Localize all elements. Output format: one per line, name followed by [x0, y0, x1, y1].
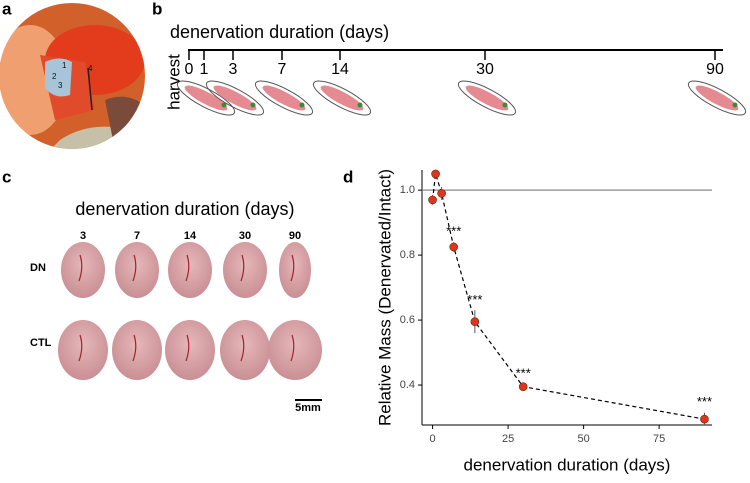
muscle-photo — [268, 320, 322, 380]
nerve-mark — [221, 102, 227, 108]
column-label: 90 — [289, 230, 301, 242]
muscle-photo — [279, 242, 311, 298]
nerve-mark — [502, 102, 508, 108]
row-label: DN — [30, 262, 46, 274]
x-tick-label: 0 — [430, 433, 436, 445]
vessel — [240, 254, 245, 282]
muscle — [465, 85, 509, 111]
data-point — [449, 242, 459, 252]
data-point — [437, 189, 446, 198]
vessel — [185, 254, 190, 282]
timeline-tick-label: 14 — [331, 61, 349, 78]
y-tick-label: 0.4 — [400, 379, 415, 391]
vessel — [185, 334, 190, 362]
structure-label: 4 — [88, 64, 93, 73]
muscle-photo — [223, 242, 267, 298]
data-point — [518, 382, 528, 391]
vessel — [132, 254, 137, 282]
muscle — [695, 85, 739, 111]
muscle-outline — [254, 80, 314, 116]
panel-letter: a — [2, 0, 12, 18]
muscle-icons — [176, 80, 747, 116]
muscle — [262, 85, 306, 111]
vessel — [290, 254, 295, 282]
muscle-outline — [205, 80, 265, 116]
timeline-axis-label: harvest — [164, 54, 183, 110]
y-tick-label: 0.6 — [400, 314, 415, 326]
data-point — [470, 317, 480, 327]
column-label: 7 — [134, 230, 140, 242]
surgery-photo — [0, 3, 145, 149]
structure-label: 2 — [52, 72, 57, 81]
nerve-mark — [732, 102, 738, 108]
scale-bar-label: 5mm — [295, 402, 321, 414]
timeline-title: denervation duration (days) — [170, 22, 389, 42]
muscle-outline — [312, 80, 372, 116]
muscle-outline — [457, 80, 517, 116]
column-label: 30 — [239, 230, 251, 242]
significance: *** — [446, 224, 461, 239]
timeline-tick-label: 1 — [200, 61, 209, 78]
nerve-mark — [357, 102, 363, 108]
muscle — [320, 85, 364, 111]
y-tick-label: 1.0 — [400, 184, 415, 196]
timeline-tick-label: 3 — [229, 61, 238, 78]
nerve-mark — [299, 102, 305, 108]
timeline-tick-label: 0 — [185, 61, 194, 78]
vessel — [78, 334, 83, 362]
muscle-photo — [168, 242, 212, 298]
x-tick-label: 50 — [577, 433, 589, 445]
data-point — [700, 414, 709, 424]
significance: *** — [516, 366, 531, 381]
y-axis-label: Relative Mass (Denervated/Intact) — [375, 169, 394, 426]
muscle-photo — [61, 242, 105, 298]
vessel — [290, 334, 295, 362]
x-tick-label: 75 — [653, 433, 665, 445]
structure-label: 3 — [58, 81, 63, 90]
muscle — [184, 85, 228, 111]
timeline-tick-label: 7 — [278, 61, 287, 78]
muscle-photo — [112, 320, 162, 380]
timeline-tick-label: 30 — [476, 61, 494, 78]
muscle-photo — [220, 320, 270, 380]
panel-letter: b — [152, 0, 162, 18]
muscle-photo — [58, 320, 108, 380]
data-point — [428, 195, 437, 205]
vessel — [132, 334, 137, 362]
photo-title: denervation duration (days) — [75, 199, 294, 219]
muscle — [213, 85, 257, 111]
muscle-outline — [176, 80, 236, 116]
muscle-photo — [165, 320, 215, 380]
structure-label: 1 — [62, 61, 67, 70]
column-label: 14 — [184, 230, 197, 242]
column-label: 3 — [80, 230, 86, 242]
nerve-mark — [250, 102, 256, 108]
muscle-photo — [115, 242, 159, 298]
x-tick-label: 25 — [502, 433, 514, 445]
muscle-outline — [687, 80, 747, 116]
vessel — [78, 254, 83, 282]
significance: *** — [467, 292, 482, 307]
x-axis-label: denervation duration (days) — [464, 455, 671, 474]
vessel — [240, 334, 245, 362]
row-label: CTL — [30, 337, 52, 349]
y-tick-label: 0.8 — [400, 249, 415, 261]
panel-letter: c — [2, 167, 11, 186]
data-point — [431, 169, 440, 179]
panel-letter: d — [343, 167, 353, 186]
timeline-tick-label: 90 — [706, 61, 724, 78]
significance: *** — [697, 394, 712, 409]
